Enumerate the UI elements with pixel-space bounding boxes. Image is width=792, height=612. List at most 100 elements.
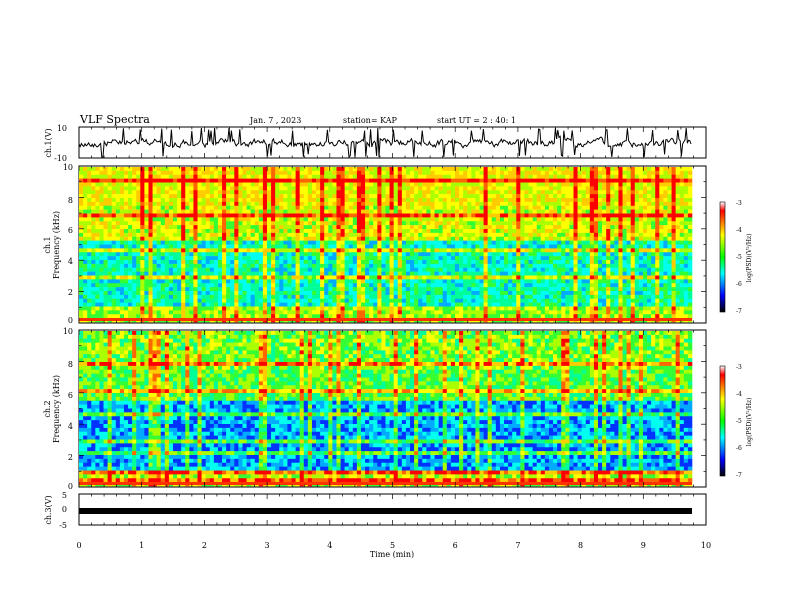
spectrogram-cell [123,174,129,179]
spectrogram-cell [544,279,550,284]
spectrogram-cell [168,240,174,245]
spectrogram-cell [642,198,648,203]
spectrogram-cell [401,283,407,288]
spectrogram-cell [213,240,219,245]
spectrogram-cell [520,244,525,249]
spectrogram-cell [634,271,640,276]
spectrogram-cell [156,248,162,253]
spectrogram-cell [569,217,574,222]
spectrogram-cell [504,190,509,195]
spectrogram-cell [642,190,648,195]
spectrogram-cell [622,283,627,288]
spectrogram-cell [422,236,427,241]
spectrogram-cell [132,190,137,195]
spectrogram-cell [136,205,141,210]
spectrogram-cell [168,225,174,230]
spectrogram-cell [397,287,403,292]
spectrogram-cell [532,260,538,265]
spectrogram-cell [651,275,656,280]
spectrogram-cell [148,221,153,226]
spectrogram-cell [499,201,505,207]
spectrogram-cell [422,248,427,253]
spectrogram-cell [156,256,162,261]
spectrogram-cell [491,279,497,284]
spectrogram-cell [328,244,333,249]
spectrogram-cell [226,186,231,191]
spectrogram-cell [352,225,358,230]
spectrogram-cell [144,213,149,218]
spectrogram-cell [528,279,533,284]
spectrogram-cell [377,170,382,176]
spectrogram-cell [242,240,247,245]
spectrogram-cell [520,182,525,187]
spectrogram-cell [540,267,546,272]
spectrogram-cell [87,283,92,288]
spectrogram-cell [483,263,488,269]
spectrogram-cell [115,186,121,191]
spectrogram-cell [630,174,636,179]
spectrogram-cell [471,248,476,253]
spectrogram-cell [238,194,243,199]
spectrogram-cell [279,256,284,261]
spectrogram-cell [172,174,178,179]
spectrogram-cell [524,190,529,195]
spectrogram-cell [499,221,505,226]
spectrogram-cell [414,182,419,187]
spectrogram-cell [634,198,640,203]
spectrogram-cell [328,229,333,234]
spectrogram-cell [393,186,399,191]
spectrogram-cell [222,225,227,230]
spectrogram-cell [287,283,292,288]
spectrogram-cell [434,170,439,176]
spectrogram-cell [663,167,668,172]
spectrogram-cell [536,209,542,214]
spectrogram-cell [352,232,358,238]
spectrogram-cell [360,263,366,269]
spectrogram-cell [524,178,529,183]
spectrogram-cell [193,260,198,265]
spectrogram-cell [479,291,484,296]
spectrogram-cell [193,198,198,203]
spectrogram-cell [410,260,415,265]
spectrogram-cell [401,252,407,257]
spectrogram-cell [598,232,603,238]
spectrogram-cell [79,186,84,191]
spectrogram-cell [459,194,464,199]
spectrogram-cell [303,287,309,292]
spectrogram-cell [144,263,149,269]
spectrogram-cell [606,205,611,210]
spectrogram-cell [475,248,480,253]
spectrogram-cell [581,221,587,226]
spectrogram-cell [152,186,157,191]
spectrogram-cell [283,256,288,261]
spectrogram-cell [454,225,460,230]
spectrogram-cell [377,167,382,172]
spectrogram-cell [483,194,488,199]
spectrogram-cell [352,263,358,269]
spectrogram-cell [340,170,345,176]
spectrogram-cell [495,225,501,230]
spectrogram-cell [483,240,488,245]
spectrogram-cell [369,248,374,253]
spectrogram-cell [679,194,685,199]
spectrogram-cell [565,201,570,207]
spectrogram-cell [193,244,198,249]
spectrogram-cell [87,271,92,276]
spectrogram-cell [324,271,329,276]
spectrogram-cell [426,225,431,230]
spectrogram-cell [303,236,309,241]
spectrogram-cell [291,194,296,199]
spectrogram-cell [610,198,615,203]
spectrogram-cell [360,205,366,210]
spectrogram-cell [328,186,333,191]
spectrogram-cell [385,287,390,292]
spectrogram-cell [279,291,284,296]
spectrogram-cell [630,248,636,253]
spectrogram-cell [561,209,566,214]
spectrogram-cell [479,174,484,179]
spectrogram-cell [516,225,521,230]
spectrogram-cell [618,201,623,207]
spectrogram-cell [381,260,386,265]
spectrogram-cell [320,252,325,257]
spectrogram-cell [528,190,533,195]
